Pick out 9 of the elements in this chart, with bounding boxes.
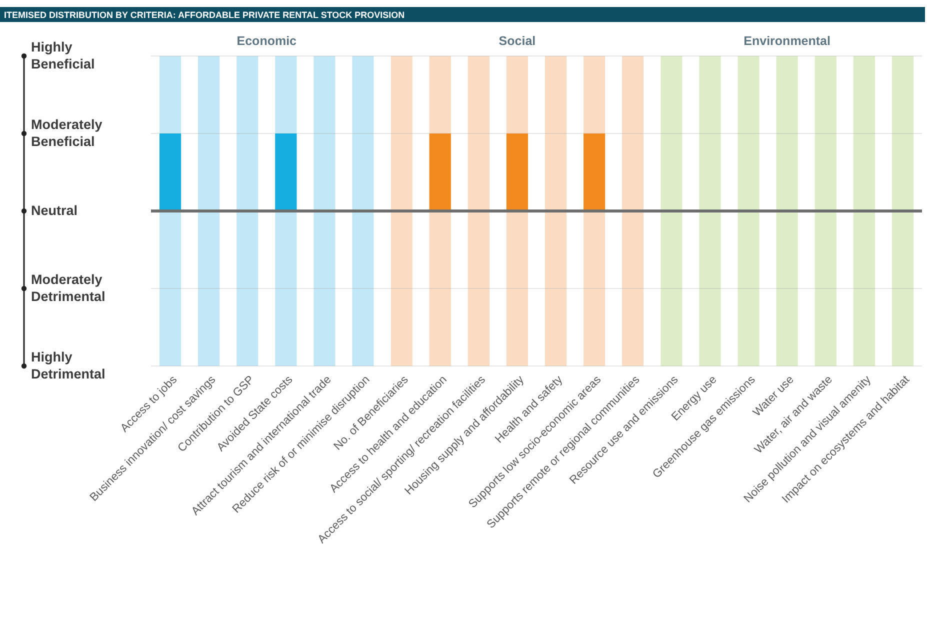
text: Moderately Beneficial	[31, 116, 103, 149]
band-label: Environmental	[744, 34, 830, 48]
text: Neutral	[31, 202, 78, 218]
text: Highly Beneficial	[31, 39, 95, 72]
band-label: Economic	[236, 34, 297, 48]
chart-title: ITEMISED DISTRIBUTION BY CRITERIA: AFFORDABLE PRIVATE RENTAL STOCK PROVISION	[4, 10, 405, 20]
band-label: Social	[498, 34, 536, 48]
text: Moderately Detrimental	[31, 272, 106, 304]
text: Highly Detrimental	[31, 349, 106, 382]
